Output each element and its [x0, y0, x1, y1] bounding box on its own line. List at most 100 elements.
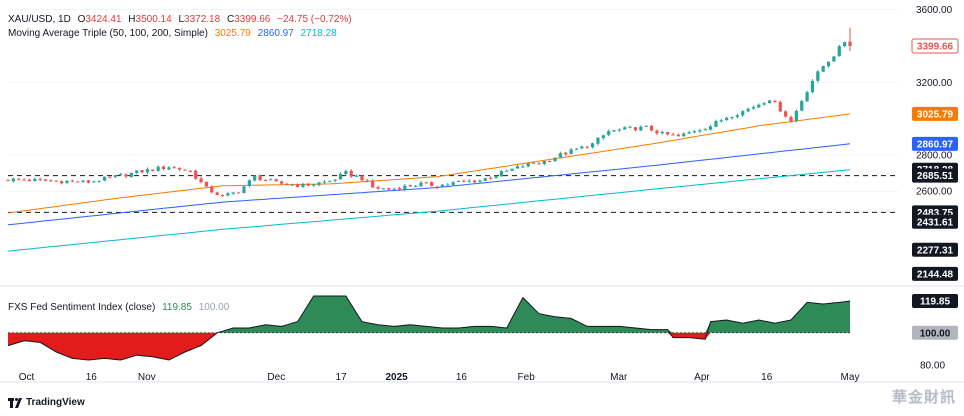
candle-body [65, 181, 69, 183]
candle-body [751, 107, 756, 109]
candle-body [639, 126, 643, 131]
footer-brand-label: TradingView [26, 397, 85, 408]
sentiment-base-tag-label: 100.00 [920, 328, 951, 339]
candle-body [735, 115, 739, 118]
time-axis: Oct 16 Nov Dec 17 2025 16 Feb Mar Apr 16 May [19, 372, 860, 383]
candle-body [54, 180, 58, 182]
candle-body [660, 131, 664, 134]
candle-body [140, 170, 144, 173]
sentiment-line [7, 295, 851, 361]
candle-body [580, 146, 584, 149]
candle-body [531, 162, 536, 164]
time-axis-label: 16 [86, 372, 98, 383]
time-axis-label: Apr [694, 372, 710, 383]
candle-body [344, 171, 348, 175]
candle-body [392, 188, 396, 190]
candle-body [167, 167, 171, 170]
candle-body [698, 130, 702, 132]
candle-body [778, 101, 782, 112]
candle-body [92, 181, 96, 183]
price-tick-label: 2600.00 [916, 187, 953, 198]
moving-average-lines [7, 113, 851, 252]
time-axis-label: May [841, 372, 860, 383]
sentiment-last-tag [912, 294, 958, 309]
low-letter: L [178, 14, 185, 25]
candle-body [655, 130, 659, 134]
candle-body [322, 181, 327, 183]
candle-body [446, 184, 450, 186]
candle-body [832, 56, 836, 62]
corner-watermark: 華金財訊 [891, 389, 956, 406]
candle-body [435, 186, 439, 188]
candle-body [462, 180, 466, 182]
candle-body [456, 180, 461, 182]
price-tag [911, 38, 959, 54]
candle-body [430, 182, 434, 187]
candle-body [805, 92, 809, 102]
candle-body [145, 169, 150, 173]
price-tag [912, 242, 958, 257]
price-tick-label: 2800.00 [916, 150, 953, 161]
candle-body [317, 182, 321, 185]
candle-body [328, 181, 332, 183]
time-axis-label: 16 [761, 372, 773, 383]
candle-body [633, 127, 638, 131]
candle-body [220, 195, 225, 197]
candle-body [43, 179, 48, 181]
candle-body [360, 175, 364, 181]
candle-body [548, 161, 552, 163]
symbol-label: XAU/USD, 1D [8, 14, 71, 25]
candle-body [258, 175, 262, 181]
candle-body [156, 166, 160, 171]
price-tags: 119.85100.003399.663025.792860.972718.28… [911, 38, 959, 340]
candle-body [708, 126, 713, 130]
main-legend: XAU/USD, 1D O3424.41 H3500.14 L3372.18 C… [8, 14, 356, 25]
candle-body [784, 111, 788, 117]
candle-body [607, 131, 611, 135]
time-axis-label: Dec [267, 372, 285, 383]
candle-body [794, 110, 798, 121]
candle-body [306, 183, 310, 186]
tradingview-logo-icon [8, 397, 23, 408]
candle-body [489, 177, 493, 179]
footer-brand[interactable]: TradingView [8, 397, 85, 408]
candle-body [108, 176, 112, 178]
close-letter: C [226, 14, 235, 25]
candle-body [161, 166, 166, 170]
price-tag-label: 2483.75 [917, 208, 954, 219]
candle-body [354, 175, 359, 177]
candle-body [773, 100, 777, 103]
candle-body [124, 174, 128, 177]
candle-body [397, 188, 402, 190]
candle-body [521, 166, 525, 168]
candle-body [17, 178, 21, 180]
candle-body [515, 166, 520, 169]
candle-body [403, 185, 407, 190]
candle-body [419, 182, 423, 187]
sentiment-base-tag [912, 325, 958, 340]
sentiment-title: FXS Fed Sentiment Index (close) [8, 302, 156, 313]
time-axis-label: Nov [138, 372, 156, 383]
candle-body [601, 135, 605, 139]
grid-lines [0, 9, 964, 383]
ma-title: Moving Average Triple (50, 100, 200, Sim… [8, 28, 208, 39]
candle-body [757, 104, 761, 108]
ma50-value: 3025.79 [214, 28, 251, 39]
candle-body [97, 181, 101, 183]
candle-body [692, 131, 697, 133]
candle-body [821, 66, 825, 72]
candle-body [231, 192, 235, 194]
candle-body [671, 134, 675, 136]
candle-body [113, 175, 117, 177]
time-axis-label: Mar [610, 372, 628, 383]
sentiment-tick-label: 80.00 [920, 360, 945, 371]
candle-body [451, 182, 455, 185]
candle-body [494, 175, 498, 178]
candle-body [719, 120, 723, 122]
price-tag-label: 2277.31 [917, 245, 954, 256]
candle-body [263, 179, 268, 181]
candle-body [290, 184, 294, 186]
price-tag-label: 3025.79 [917, 109, 954, 120]
candle-body [204, 181, 209, 187]
candle-body [666, 132, 670, 135]
